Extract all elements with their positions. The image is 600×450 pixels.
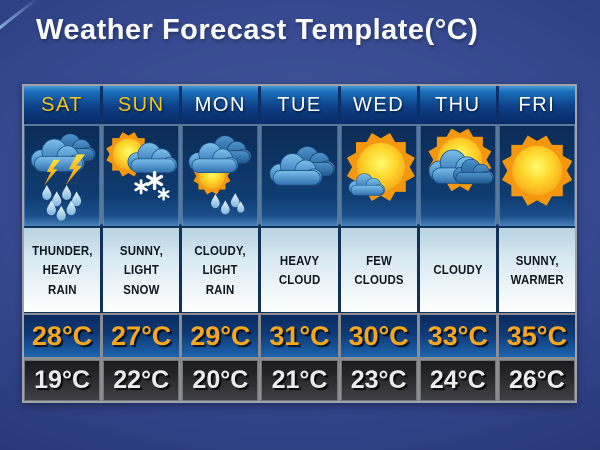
weather-description-text: FEW CLOUDS (353, 252, 404, 288)
low-temperature: 22°C (103, 360, 180, 401)
forecast-day-mon: MON CLOUDY, LIGHT RAIN 29°C 20°C (182, 86, 259, 401)
high-temperature: 31°C (261, 315, 338, 357)
high-temperature: 27°C (103, 315, 180, 357)
heavy-cloud-icon (263, 128, 335, 224)
forecast-day-thu: THU CLOUDY 33°C 24°C (419, 86, 496, 401)
page-title: Weather Forecast Template(°C) (36, 14, 479, 46)
low-temperature: 21°C (261, 360, 338, 401)
cloudy-light-rain-icon (184, 128, 256, 224)
weather-description-cell: CLOUDY (419, 228, 496, 312)
day-name-label: WED (340, 86, 417, 124)
forecast-table: SAT THUNDER, HEAVY RAIN 28°C 19°C SUN SUNN… (22, 84, 577, 403)
weather-description-text: SUNNY, WARMER (510, 252, 564, 288)
weather-description-text: HEAVY CLOUD (278, 252, 321, 288)
high-temperature: 35°C (498, 315, 575, 357)
sunny-warmer-icon (501, 128, 573, 224)
weather-description-text: THUNDER, HEAVY RAIN (31, 242, 93, 297)
low-temperature: 20°C (182, 360, 259, 401)
weather-description-text: SUNNY, LIGHT SNOW (119, 242, 163, 297)
forecast-day-fri: FRI SUNNY, WARMER 35°C 26°C (498, 86, 575, 401)
weather-icon-cell (24, 126, 101, 226)
low-temperature: 26°C (498, 360, 575, 401)
day-name-label: THU (419, 86, 496, 124)
day-name-label: SUN (103, 86, 180, 124)
low-temperature: 24°C (419, 360, 496, 401)
forecast-day-sun: SUN SUNNY, LIGHT SNOW 27°C 22°C (103, 86, 180, 401)
thunder-heavy-rain-icon (26, 128, 98, 224)
sunny-light-snow-icon (105, 128, 177, 224)
high-temperature: 28°C (24, 315, 101, 357)
high-temperature: 30°C (340, 315, 417, 357)
high-temperature: 29°C (182, 315, 259, 357)
few-clouds-icon (343, 128, 415, 224)
weather-icon-cell (419, 126, 496, 226)
forecast-day-wed: WED FEW CLOUDS 30°C 23°C (340, 86, 417, 401)
weather-description-cell: SUNNY, LIGHT SNOW (103, 228, 180, 312)
weather-description-cell: CLOUDY, LIGHT RAIN (182, 228, 259, 312)
weather-icon-cell (261, 126, 338, 226)
weather-icon-cell (340, 126, 417, 226)
low-temperature: 23°C (340, 360, 417, 401)
weather-icon-cell (182, 126, 259, 226)
low-temperature: 19°C (24, 360, 101, 401)
forecast-day-sat: SAT THUNDER, HEAVY RAIN 28°C 19°C (24, 86, 101, 401)
weather-description-cell: FEW CLOUDS (340, 228, 417, 312)
weather-description-cell: SUNNY, WARMER (498, 228, 575, 312)
weather-icon-cell (498, 126, 575, 226)
cloudy-icon (422, 128, 494, 224)
day-name-label: TUE (261, 86, 338, 124)
slide-corner-highlight (0, 0, 40, 31)
day-name-label: FRI (498, 86, 575, 124)
weather-icon-cell (103, 126, 180, 226)
forecast-day-tue: TUE HEAVY CLOUD 31°C 21°C (261, 86, 338, 401)
day-name-label: SAT (24, 86, 101, 124)
day-name-label: MON (182, 86, 259, 124)
weather-description-text: CLOUDY (433, 262, 483, 278)
weather-description-cell: THUNDER, HEAVY RAIN (24, 228, 101, 312)
high-temperature: 33°C (419, 315, 496, 357)
weather-description-text: CLOUDY, LIGHT RAIN (194, 242, 247, 297)
weather-description-cell: HEAVY CLOUD (261, 228, 338, 312)
